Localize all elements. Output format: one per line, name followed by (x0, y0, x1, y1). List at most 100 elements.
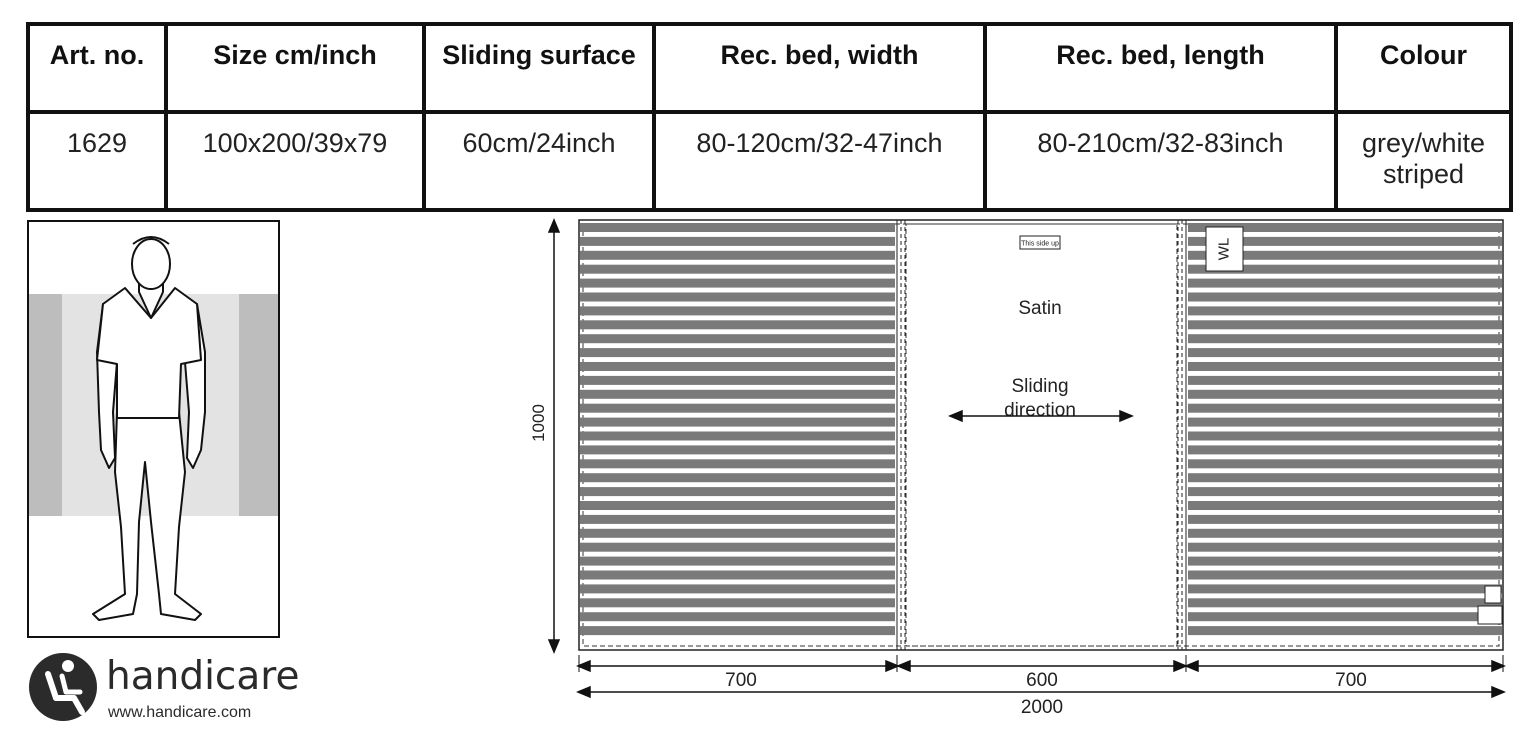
stripe (580, 236, 895, 246)
stripe (580, 459, 895, 469)
stripe (1188, 598, 1502, 608)
technical-drawing: This side up WL Satin Sliding direction … (529, 218, 1506, 718)
stripe (580, 487, 895, 497)
stripe (1188, 264, 1502, 274)
stripe (1188, 431, 1502, 441)
header-colour: Colour (1334, 22, 1513, 114)
stripe (1188, 542, 1502, 552)
stripe (1188, 348, 1502, 358)
stripe (1188, 278, 1502, 288)
stripe (580, 306, 895, 316)
stripe (580, 528, 895, 538)
header-rec-bed-width: Rec. bed, width (652, 22, 987, 114)
spec-table: Art. no. Size cm/inch Sliding surface Re… (26, 22, 1513, 212)
this-side-up-tag (1019, 235, 1061, 250)
logo-wordmark: handicare (106, 654, 300, 699)
cell-art-no: 1629 (26, 110, 168, 212)
stripe (1188, 473, 1502, 483)
stripe (1188, 501, 1502, 510)
stripe (580, 362, 895, 371)
stripe (1188, 528, 1502, 538)
satin-label: Satin (1018, 298, 1061, 319)
stripe (1188, 612, 1502, 622)
stripe (1188, 584, 1502, 594)
stripe (580, 584, 895, 594)
height-dimension-label: 1000 (529, 404, 548, 442)
logo-url[interactable]: www.handicare.com (108, 704, 252, 721)
stripe (1188, 514, 1502, 524)
stripe (1188, 389, 1502, 399)
stripe (580, 612, 895, 622)
width-dimensions (576, 655, 1506, 699)
stripe (1188, 487, 1502, 497)
stripe (580, 250, 895, 260)
stripe (580, 556, 895, 566)
stripe (580, 473, 895, 483)
stripe (580, 431, 895, 441)
dimension-total-label: 2000 (1021, 697, 1063, 718)
stripe (580, 278, 895, 288)
header-sliding-surface: Sliding surface (422, 22, 656, 114)
stripe (1188, 334, 1502, 344)
right-striped-panel (1188, 223, 1502, 636)
stripe (580, 403, 895, 413)
stripe (1188, 223, 1502, 232)
header-size: Size cm/inch (164, 22, 426, 114)
stripe (580, 223, 895, 232)
stripe (1188, 236, 1502, 246)
stripe (580, 320, 895, 330)
this-side-up-label: This side up (1021, 241, 1059, 248)
stripe (580, 375, 895, 385)
small-tag-1 (1484, 585, 1502, 604)
dimension-left-label: 700 (725, 670, 757, 691)
stripe (580, 292, 895, 302)
stripe (1188, 570, 1502, 580)
stripe (580, 598, 895, 608)
direction-label: direction (1004, 400, 1076, 421)
stripe (1188, 320, 1502, 330)
wl-tag (1205, 226, 1244, 272)
handicare-logo: handicare www.handicare.com (28, 652, 308, 727)
handicare-logo-icon (29, 653, 97, 721)
cell-size: 100x200/39x79 (164, 110, 426, 212)
cell-rec-bed-length: 80-210cm/32-83inch (983, 110, 1338, 212)
table-row: 1629 100x200/39x79 60cm/24inch 80-120cm/… (26, 110, 1513, 212)
dimension-right-label: 700 (1335, 670, 1367, 691)
stripe (1188, 250, 1502, 260)
cell-sliding-surface: 60cm/24inch (422, 110, 656, 212)
person-size-illustration (27, 220, 280, 638)
stripe (1188, 403, 1502, 413)
wl-label: WL (1215, 238, 1232, 261)
stripe (1188, 375, 1502, 385)
stripe (580, 542, 895, 552)
stripe (1188, 626, 1502, 636)
sliding-label: Sliding (1011, 376, 1068, 397)
stripe (580, 389, 895, 399)
person-figure-icon (29, 236, 278, 621)
cell-rec-bed-width: 80-120cm/32-47inch (652, 110, 987, 212)
stripe (580, 570, 895, 580)
left-striped-panel (580, 223, 895, 636)
stripe (1188, 459, 1502, 469)
table-header-row: Art. no. Size cm/inch Sliding surface Re… (26, 22, 1513, 114)
dimension-center-label: 600 (1026, 670, 1058, 691)
height-dimension (547, 218, 561, 654)
stripe (580, 514, 895, 524)
stripe (580, 626, 895, 636)
stripe (1188, 306, 1502, 316)
stripe (580, 334, 895, 344)
stripe (1188, 292, 1502, 302)
stripe (580, 348, 895, 358)
stripe (580, 501, 895, 510)
stripe (1188, 362, 1502, 371)
header-rec-bed-length: Rec. bed, length (983, 22, 1338, 114)
stripe (580, 445, 895, 455)
stripe (580, 417, 895, 427)
sliding-direction-arrow-icon (948, 409, 1134, 423)
small-tag-2 (1477, 605, 1503, 625)
stripe (1188, 556, 1502, 566)
stripe (580, 264, 895, 274)
stripe (1188, 445, 1502, 455)
header-art-no: Art. no. (26, 22, 168, 114)
cell-colour: grey/white striped (1334, 110, 1513, 212)
